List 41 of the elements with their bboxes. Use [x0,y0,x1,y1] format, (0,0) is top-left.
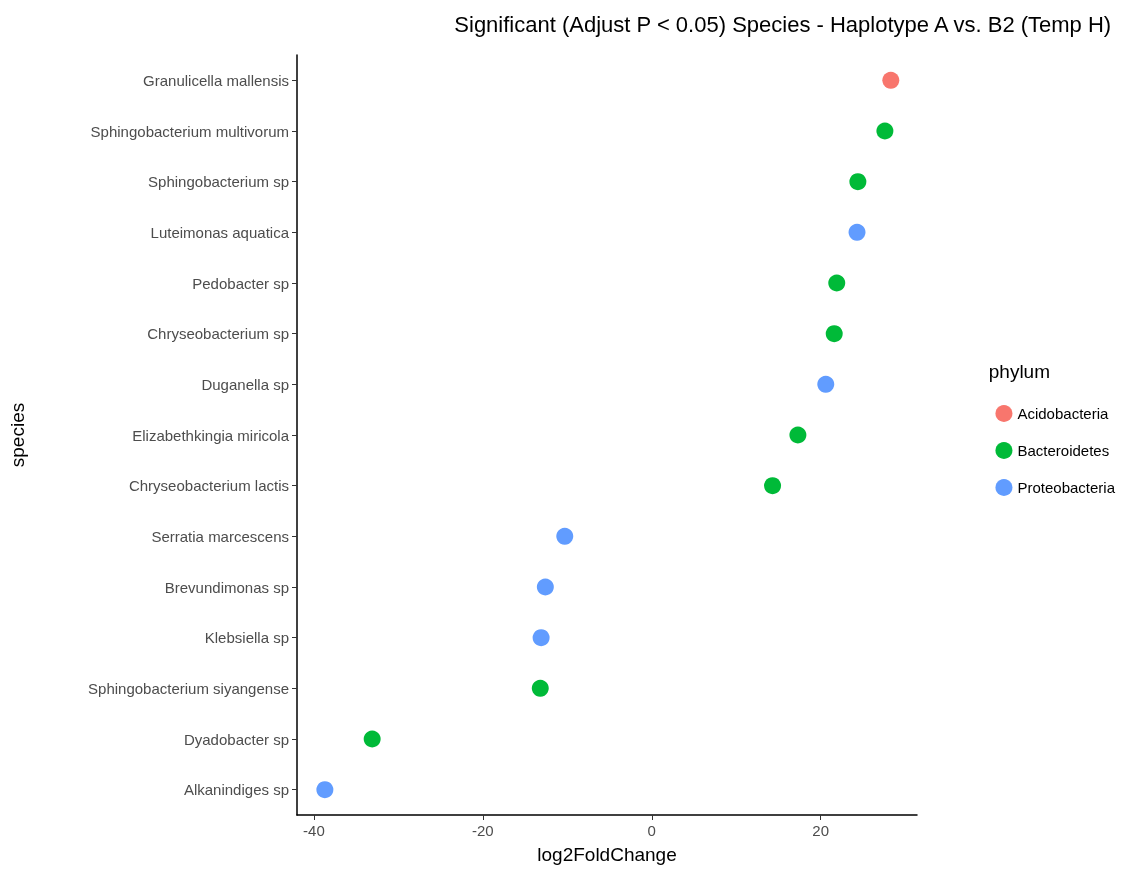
y-tick-label: Serratia marcescens [151,527,289,545]
y-tick-label: Luteimonas aquatica [150,223,290,241]
point [828,274,846,292]
point [316,781,334,799]
point [789,426,807,444]
y-tick-label: Duganella sp [201,375,289,393]
x-tick-label: 0 [647,822,656,839]
x-tick-label: -20 [471,822,494,839]
y-tick-label: Pedobacter sp [192,274,289,292]
y-axis-title: species [7,402,28,468]
y-tick-label: Chryseobacterium sp [147,325,289,343]
y-tick-label: Elizabethkingia miricola [132,426,290,444]
y-tick-label: Brevundimonas sp [164,578,289,596]
legend-title: phylum [988,361,1050,382]
y-tick-label: Sphingobacterium multivorum [90,122,289,140]
legend-label: Bacteroidetes [1017,442,1110,459]
point [849,173,867,191]
legend-label: Proteobacteria [1017,479,1116,496]
y-tick-label: Alkanindiges sp [183,781,289,799]
point [363,730,381,748]
chart-title: Significant (Adjust P < 0.05) Species - Haplotype A vs. B2 (Temp H) [454,11,1112,37]
x-tick-label: 20 [812,822,830,839]
point [764,477,782,495]
x-axis-title: log2FoldChange [537,844,677,865]
point [825,325,843,343]
point [536,578,554,596]
x-tick-label: -40 [303,822,325,839]
point [848,223,866,241]
point [531,679,549,697]
y-tick-label: Klebsiella sp [204,629,289,647]
point [876,122,894,140]
y-tick-label: Sphingobacterium siyangense [88,679,289,697]
y-tick-label: Chryseobacterium lactis [128,477,289,495]
y-tick-label: Dyadobacter sp [183,730,289,748]
y-tick-label: Granulicella mallensis [143,71,289,89]
point [556,527,574,545]
point [532,629,550,647]
point [882,71,900,89]
legend-label: Acidobacteria [1017,405,1109,422]
y-tick-label: Sphingobacterium sp [148,173,289,191]
point [817,375,835,393]
